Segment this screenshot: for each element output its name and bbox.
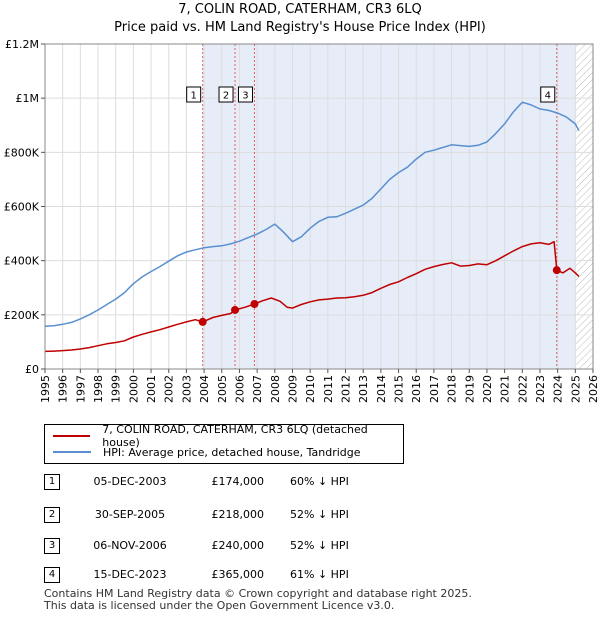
y-tick-label: £200K: [4, 309, 40, 322]
x-tick-label: 2023: [534, 375, 547, 403]
sale-number-label: 1: [190, 91, 196, 102]
sale-hpi-diff: 52% ↓ HPI: [290, 539, 349, 552]
sale-date: 30-SEP-2005: [94, 508, 166, 521]
sale-row: 3 06-NOV-2006 £240,000 52% ↓ HPI: [44, 538, 564, 554]
x-tick-label: 2026: [587, 375, 600, 403]
sale-row: 2 30-SEP-2005 £218,000 52% ↓ HPI: [44, 507, 564, 523]
x-tick-label: 2001: [145, 375, 158, 403]
y-tick-label: £400K: [4, 255, 40, 268]
sale-date: 06-NOV-2006: [93, 539, 167, 552]
x-tick-label: 2015: [393, 375, 406, 403]
y-tick-label: £800K: [4, 146, 40, 159]
x-tick-label: 2007: [251, 375, 264, 403]
sale-number-badge: 1: [44, 474, 60, 490]
sale-number-badge: 2: [44, 507, 60, 523]
y-tick-label: £0: [25, 363, 39, 376]
legend-item-property: 7, COLIN ROAD, CATERHAM, CR3 6LQ (detach…: [53, 423, 403, 449]
sale-number-badge: 4: [44, 567, 60, 583]
sale-marker: [250, 300, 259, 308]
sale-row: 1 05-DEC-2003 £174,000 60% ↓ HPI: [44, 474, 564, 490]
x-tick-label: 1998: [92, 375, 105, 403]
property-price-line: [44, 240, 580, 353]
x-tick-label: 2019: [463, 375, 476, 403]
sale-date: 05-DEC-2003: [93, 475, 167, 488]
price-chart: 1 2 3 4 £0 £200K £400K £600K £800K £1M £1.2M 1995 19…: [4, 38, 600, 403]
x-tick-label: 1997: [74, 375, 87, 403]
legend-swatch-hpi: [53, 451, 91, 453]
y-tick-label: £1M: [16, 92, 40, 105]
sale-number-label: 3: [242, 91, 248, 102]
sale-marker: [198, 317, 207, 326]
footer: Contains HM Land Registry data © Crown c…: [44, 588, 472, 612]
sale-price: £174,000: [211, 475, 265, 488]
x-tick-label: 2012: [340, 375, 353, 403]
sale-price: £365,000: [211, 568, 265, 581]
legend-swatch-property: [53, 435, 91, 437]
x-tick-label: 2004: [198, 375, 211, 403]
legend: 7, COLIN ROAD, CATERHAM, CR3 6LQ (detach…: [44, 423, 404, 464]
x-tick-label: 2021: [499, 375, 512, 403]
y-tick-label: £1.2M: [5, 38, 39, 51]
legend-label-hpi: HPI: Average price, detached house, Tand…: [103, 445, 361, 459]
x-tick-label: 2000: [127, 375, 140, 403]
x-tick-label: 2002: [163, 375, 176, 403]
x-tick-label: 2017: [428, 375, 441, 403]
legend-item-hpi: HPI: Average price, detached house, Tand…: [53, 444, 361, 460]
sale-marker: [231, 305, 240, 314]
x-tick-label: 2022: [516, 375, 529, 403]
sale-number-box: [186, 86, 202, 103]
sale-price: £240,000: [211, 539, 265, 552]
sale-number-box: [218, 86, 234, 103]
x-tick-label: 2008: [269, 375, 282, 403]
sale-number-box: [237, 86, 253, 103]
x-tick-label: 2006: [233, 375, 246, 403]
sale-marker: [552, 266, 561, 275]
legend-label-property: 7, COLIN ROAD, CATERHAM, CR3 6LQ (detach…: [102, 423, 368, 449]
chart-subtitle: Price paid vs. HM Land Registry's House …: [114, 20, 486, 35]
x-tick-label: 2003: [180, 375, 193, 403]
x-tick-label: 2014: [375, 375, 388, 403]
x-tick-label: 2016: [410, 375, 423, 403]
sale-row: 4 15-DEC-2023 £365,000 61% ↓ HPI: [44, 567, 564, 583]
x-tick-label: 2005: [216, 375, 229, 403]
sale-number-label: 4: [545, 91, 551, 102]
x-tick-label: 2020: [481, 375, 494, 403]
sale-hpi-diff: 60% ↓ HPI: [290, 475, 349, 488]
x-tick-label: 1996: [57, 375, 70, 403]
sale-price: £218,000: [211, 508, 265, 521]
sale-number-badge: 3: [44, 538, 60, 554]
footer-copyright: Contains HM Land Registry data © Crown c…: [44, 587, 472, 600]
x-tick-label: 2018: [446, 375, 459, 403]
x-tick-label: 2013: [357, 375, 370, 403]
sale-hpi-diff: 61% ↓ HPI: [290, 568, 349, 581]
x-tick-label: 2010: [304, 375, 317, 403]
x-tick-label: 1999: [110, 375, 123, 403]
sale-number-label: 2: [223, 91, 229, 102]
hpi-line: [44, 101, 580, 327]
chart-title: 7, COLIN ROAD, CATERHAM, CR3 6LQ: [178, 2, 422, 17]
x-tick-label: 2024: [552, 375, 565, 403]
x-tick-label: 1995: [39, 375, 52, 403]
x-tick-label: 2009: [286, 375, 299, 403]
footer-licence: This data is licensed under the Open Gov…: [44, 599, 395, 612]
sale-date: 15-DEC-2023: [93, 568, 167, 581]
x-tick-label: 2025: [569, 375, 582, 403]
y-tick-label: £600K: [4, 201, 40, 214]
sale-hpi-diff: 52% ↓ HPI: [290, 508, 349, 521]
x-tick-label: 2011: [322, 375, 335, 403]
sale-number-box: [540, 86, 556, 103]
